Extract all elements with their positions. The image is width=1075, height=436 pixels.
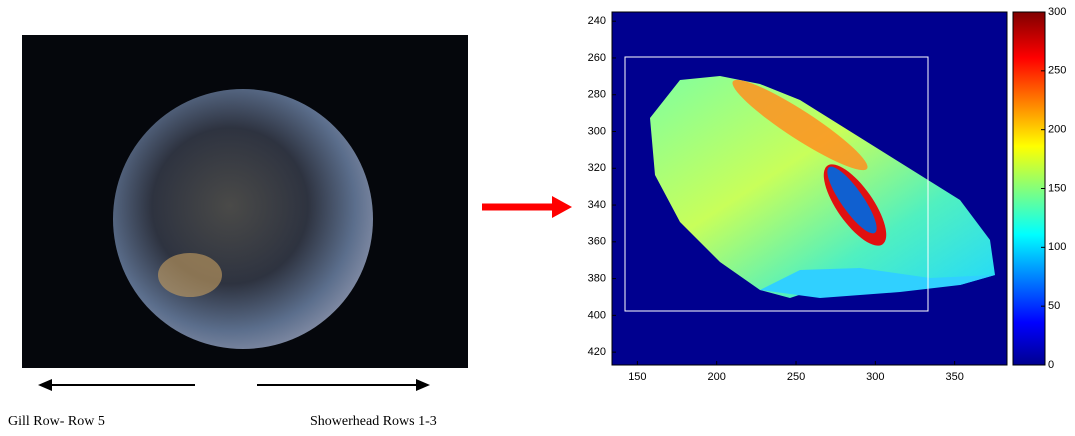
heatmap-hot bbox=[732, 79, 868, 171]
x-tick-label: 200 bbox=[708, 371, 726, 383]
caption: Gill Row- Row 5 bbox=[8, 414, 105, 429]
x-tick-label: 350 bbox=[945, 371, 963, 383]
colorbar-tick-label: 100 bbox=[1048, 241, 1066, 253]
colorbar-tick-label: 0 bbox=[1048, 359, 1054, 371]
y-tick-label: 320 bbox=[588, 162, 606, 174]
y-tick-label: 420 bbox=[588, 346, 606, 358]
colorbar-tick-label: 50 bbox=[1048, 300, 1060, 312]
y-tick-label: 260 bbox=[588, 52, 606, 64]
colorbar-tick-label: 200 bbox=[1048, 124, 1066, 136]
red-arrow-head bbox=[552, 196, 572, 218]
y-tick-label: 280 bbox=[588, 89, 606, 101]
y-tick-label: 380 bbox=[588, 272, 606, 284]
region-box bbox=[624, 56, 929, 312]
colorbar-tick-label: 150 bbox=[1048, 182, 1066, 194]
arrow-head bbox=[416, 379, 430, 391]
heatmap-region bbox=[760, 268, 995, 298]
heatmap-hole bbox=[827, 166, 877, 234]
x-tick-label: 150 bbox=[628, 371, 646, 383]
y-tick-label: 360 bbox=[588, 236, 606, 248]
colorbar-tick-label: 300 bbox=[1048, 6, 1066, 18]
y-tick-label: 300 bbox=[588, 125, 606, 137]
x-tick-label: 300 bbox=[866, 371, 884, 383]
heatmap-region bbox=[650, 76, 995, 298]
y-tick-label: 400 bbox=[588, 309, 606, 321]
x-tick-label: 250 bbox=[787, 371, 805, 383]
caption: Showerhead Rows 1-3 bbox=[310, 414, 437, 429]
colorbar bbox=[1012, 11, 1046, 366]
arrow-head bbox=[38, 379, 52, 391]
y-tick-label: 240 bbox=[588, 15, 606, 27]
colorbar-tick-label: 250 bbox=[1048, 65, 1066, 77]
photo-detail bbox=[158, 253, 222, 297]
axes-frame bbox=[611, 11, 1008, 366]
borescope-view bbox=[113, 89, 373, 349]
y-tick-label: 340 bbox=[588, 199, 606, 211]
